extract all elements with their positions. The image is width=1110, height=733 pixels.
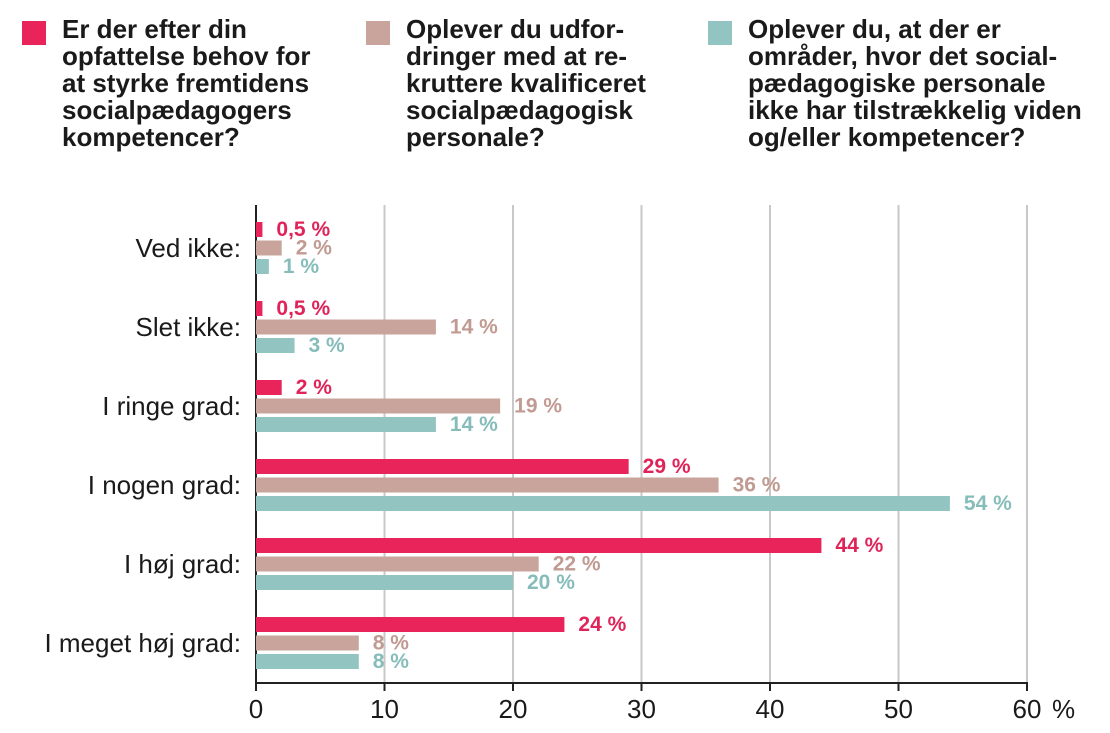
bar — [256, 538, 822, 553]
bar — [256, 417, 436, 432]
bar — [256, 575, 513, 590]
data-label: 54 % — [964, 492, 1012, 515]
data-label: 14 % — [450, 316, 498, 339]
x-tick-label: 60 — [1013, 694, 1042, 724]
bar — [256, 319, 436, 335]
legend-swatch-1 — [22, 21, 46, 45]
bar — [256, 617, 565, 632]
bar — [256, 259, 269, 274]
x-tick-label: 10 — [370, 694, 399, 724]
data-label: 44 % — [835, 534, 883, 557]
data-label: 29 % — [643, 455, 691, 478]
category-label: I nogen grad: — [88, 470, 241, 500]
x-tick-label: 40 — [756, 694, 785, 724]
category-label: I meget høj grad: — [44, 628, 241, 658]
category-label: I høj grad: — [124, 549, 241, 579]
data-label: 24 % — [578, 613, 626, 636]
category-label: Slet ikke: — [136, 312, 242, 342]
legend-swatch-2 — [366, 21, 390, 45]
data-label: 2 % — [296, 376, 333, 399]
data-label: 20 % — [527, 571, 575, 594]
data-label: 22 % — [553, 553, 601, 576]
category-label: I ringe grad: — [102, 391, 241, 421]
x-axis-unit: % — [1052, 694, 1075, 724]
bar — [256, 240, 282, 256]
legend-item-1: Er der efter din opfattelse behov for at… — [22, 16, 310, 151]
legend-item-2: Oplever du udfor- dringer med at re- kru… — [366, 16, 646, 151]
data-label: 2 % — [296, 237, 333, 260]
bar — [256, 635, 359, 651]
x-tick-label: 20 — [499, 694, 528, 724]
bar — [256, 222, 263, 237]
legend-item-3: Oplever du, at der er områder, hvor det … — [708, 16, 1082, 151]
bar — [256, 398, 501, 414]
bar — [256, 556, 539, 572]
legend-swatch-3 — [708, 21, 732, 45]
bar — [256, 654, 359, 669]
data-label: 0,5 % — [276, 297, 330, 320]
legend-label-3: Oplever du, at der er områder, hvor det … — [748, 14, 1082, 152]
legend-label-1: Er der efter din opfattelse behov for at… — [62, 14, 311, 152]
x-tick-label: 50 — [884, 694, 913, 724]
legend: Er der efter din opfattelse behov for at… — [22, 16, 1102, 186]
bar — [256, 496, 950, 511]
data-label: 8 % — [373, 650, 410, 673]
bar — [256, 301, 263, 316]
x-tick-label: 30 — [627, 694, 656, 724]
bar — [256, 459, 629, 474]
data-label: 14 % — [450, 413, 498, 436]
data-label: 8 % — [373, 632, 410, 655]
category-label: Ved ikke: — [135, 233, 241, 263]
data-label: 0,5 % — [276, 218, 330, 241]
legend-label-2: Oplever du udfor- dringer med at re- kru… — [406, 14, 646, 152]
data-label: 3 % — [309, 334, 346, 357]
bar — [256, 477, 719, 493]
x-tick-label: 0 — [249, 694, 263, 724]
bar — [256, 380, 282, 395]
bar — [256, 338, 295, 353]
data-label: 19 % — [514, 395, 562, 418]
data-label: 36 % — [733, 474, 781, 497]
data-label: 1 % — [283, 255, 320, 278]
